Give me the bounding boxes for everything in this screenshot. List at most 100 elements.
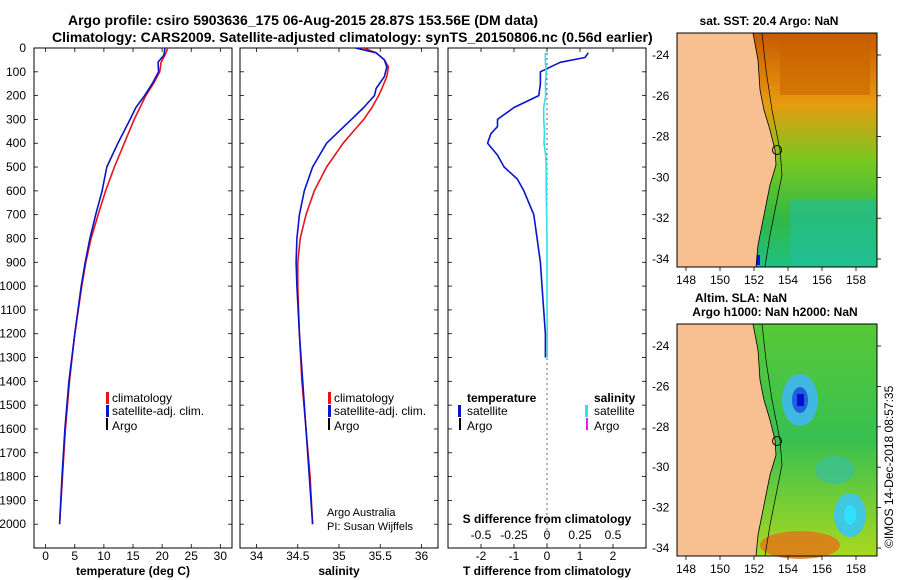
legend-argo-swatch [328,418,330,430]
series-line-temperature-satellite [486,52,589,358]
series-line-salinity-satellite [542,52,549,358]
legend-climatology-swatch [106,392,109,404]
series-line-climatology [58,48,169,525]
salinity-x-label: salinity [318,564,360,578]
x-tick-label: 34 [250,549,264,563]
sst-map [676,32,878,268]
legend-argo-swatch [106,418,108,430]
temperature-legend: climatology satellite-adj. clim. Argo [106,391,204,433]
legend-climatology-swatch [328,392,331,404]
depth-tick-label: 0 [19,41,26,55]
legend-t-satellite-label: satellite [467,404,508,418]
legend-s-argo-swatch [586,418,588,430]
x-tick-label: -2 [476,549,487,563]
legend-s-satellite-swatch [585,405,588,417]
salinity-legend: climatology satellite-adj. clim. Argo [328,391,426,433]
depth-tick-label: 100 [6,65,26,79]
title-line-2: Climatology: CARS2009. Satellite-adjuste… [52,29,653,45]
south-eddy-core [844,505,856,525]
lat-tick-label: -30 [652,170,670,184]
legend-climatology-label: climatology [334,391,394,405]
depth-tick-label: 1100 [0,303,26,317]
temperature-x-label: temperature (deg C) [76,564,190,578]
legend-satellite-swatch [106,405,109,417]
temperature-x-ticks: 0 5 10 15 20 25 30 [34,47,232,563]
depth-tick-label: 1700 [0,446,26,460]
credit-line-2: PI: Susan Wijffels [327,521,413,533]
legend-satellite-label: satellite-adj. clim. [112,404,204,418]
x-tick-label: 0 [42,549,49,563]
cool-patch [790,200,875,265]
depth-tick-label: 1500 [0,398,26,412]
lon-tick-label: 150 [710,562,730,576]
lon-tick-label: 148 [676,562,696,576]
difference-series [486,52,589,358]
lon-tick-label: 150 [710,273,730,287]
depth-tick-label: 1800 [0,470,26,484]
lat-tick-label: -30 [652,460,670,474]
depth-tick-label: 900 [6,255,26,269]
x-tick-label: 30 [214,549,228,563]
warm-anomaly [760,531,840,559]
lon-tick-label: 152 [744,562,764,576]
difference-legend: temperature satellite Argo salinity sate… [458,391,636,433]
lat-tick-label: -26 [652,379,670,393]
depth-axis: 0 100 200 300 400 500 600 700 800 900 1000 1100 1200… [0,41,26,531]
depth-tick-label: 700 [6,208,26,222]
sla-lon-ticks: 148 150 152 154 156 158 [676,556,866,576]
salinity-difference-x-ticks: -0.5 -0.25 0 0.25 0.5 [471,528,622,542]
lat-tick-label: -34 [652,252,670,266]
sst-lat-ticks: -24 -26 -28 -30 -32 -34 [652,48,881,266]
legend-s-satellite-label: satellite [594,404,635,418]
lon-tick-label: 158 [846,562,866,576]
legend-t-satellite-swatch [458,405,461,417]
cold-pixel [755,255,760,265]
lon-tick-label: 156 [812,562,832,576]
depth-tick-label: 1300 [0,351,26,365]
legend-t-argo-swatch [459,418,461,430]
legend-argo-label: Argo [334,419,360,433]
s-diff-tick-label: 0.25 [568,528,592,542]
float-position-marker [772,436,782,446]
sst-map-frame [676,32,878,268]
lat-tick-label: -32 [652,501,670,515]
x-tick-label: 15 [126,549,140,563]
lon-tick-label: 156 [812,273,832,287]
sst-lon-ticks: 148 150 152 154 156 158 [676,267,866,287]
title-line-1: Argo profile: csiro 5903636_175 06-Aug-2… [68,12,538,28]
lon-tick-label: 154 [778,562,798,576]
x-tick-label: 36 [415,549,429,563]
depth-tick-label: 300 [6,112,26,126]
series-line-satellite-adj-clim- [58,48,166,525]
lat-tick-label: -26 [652,89,670,103]
depth-tick-label: 400 [6,136,26,150]
shelf-contour [761,32,783,268]
land [676,32,777,268]
difference-x-ticks: -2 -1 0 1 2 [448,47,646,563]
legend-satellite-swatch [328,405,331,417]
series-line-climatology [296,48,390,525]
lat-tick-label: -28 [652,420,670,434]
x-tick-label: 34.5 [286,549,310,563]
depth-tick-label: 1600 [0,422,26,436]
lat-tick-label: -28 [652,130,670,144]
s-diff-tick-label: -0.25 [500,528,528,542]
imos-credit: ©IMOS 14-Dec-2018 08:57:35 [882,385,896,548]
legend-t-argo-label: Argo [467,419,493,433]
series-line-satellite-adj-clim- [295,48,388,525]
sst-map-title: sat. SST: 20.4 Argo: NaN [700,14,839,28]
salinity-series [295,48,390,525]
sla-map-title-2: Argo h1000: NaN h2000: NaN [692,305,857,319]
temperature-series [58,48,169,525]
shelf-contour [761,323,783,557]
depth-tick-label: 600 [6,184,26,198]
lon-tick-label: 152 [744,273,764,287]
s-diff-tick-label: -0.5 [471,528,492,542]
sla-map-frame [676,323,878,557]
credit-line-1: Argo Australia [327,507,396,519]
depth-tick-label: 1900 [0,493,26,507]
lat-tick-label: -24 [652,48,670,62]
depth-tick-label: 1000 [0,279,26,293]
legend-temperature-header: temperature [467,391,537,405]
